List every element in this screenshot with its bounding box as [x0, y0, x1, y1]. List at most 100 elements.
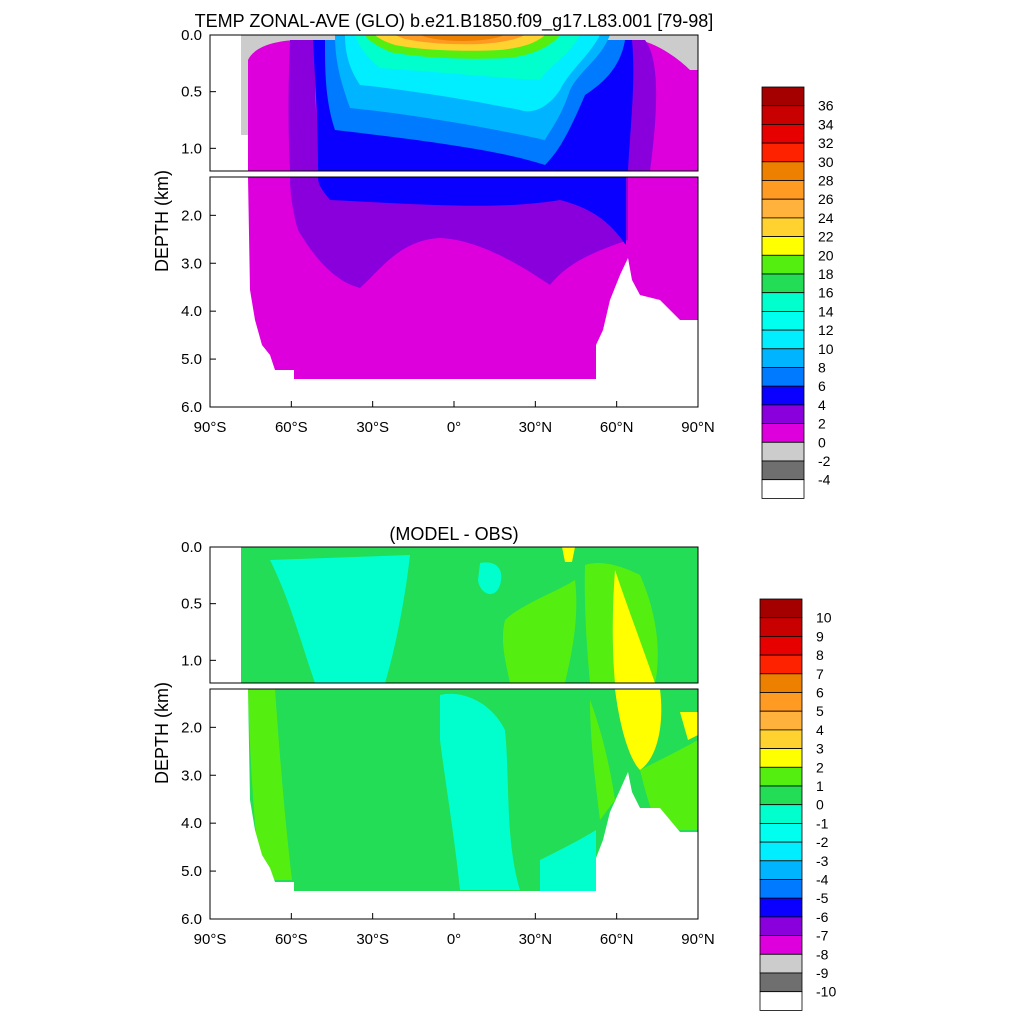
colorbar-label: 7 — [816, 666, 824, 682]
diff-seafloor-mask — [210, 689, 698, 919]
colorbar-swatch — [761, 441, 805, 462]
diff-field-warm-lower-b — [680, 712, 698, 740]
diff-field-neg-lower-b — [540, 830, 596, 891]
colorbar-swatch — [759, 598, 803, 619]
colorbar-label: -6 — [816, 909, 829, 925]
colorbar-swatch — [761, 404, 805, 424]
colorbar-swatch — [761, 124, 805, 144]
temp-chart-title: TEMP ZONAL-AVE (GLO) b.e21.B1850.f09_g17… — [195, 11, 714, 32]
colorbar-label: 26 — [818, 191, 834, 207]
y-tick-label: 2.0 — [181, 719, 202, 736]
colorbar-swatch — [761, 86, 805, 107]
colorbar-swatch — [759, 673, 803, 693]
x-tick-label: 30°S — [356, 419, 389, 436]
diff-upper-frame — [209, 546, 699, 684]
colorbar-swatch — [759, 972, 803, 993]
colorbar-swatch — [761, 198, 805, 219]
field-band-2 — [288, 40, 320, 171]
temp-lower-field — [210, 177, 698, 407]
temp-y-ticks-upper: 0.0 0.5 1.0 — [181, 27, 216, 157]
diff-ylabel: DEPTH (km) — [152, 682, 172, 784]
colorbar-label: 34 — [818, 116, 834, 132]
colorbar-label: 32 — [818, 135, 834, 151]
colorbar-swatch — [761, 348, 805, 368]
y-tick-label: 0.5 — [181, 84, 202, 101]
colorbar-swatch — [759, 953, 803, 974]
colorbar-swatch — [761, 254, 805, 275]
colorbar-label: 6 — [818, 378, 826, 394]
diff-field-surface-warm — [562, 547, 575, 562]
y-tick-label: 5.0 — [181, 351, 202, 368]
field-land-left — [210, 35, 241, 171]
colorbar-label: 18 — [818, 266, 834, 282]
colorbar-swatch — [759, 636, 803, 656]
colorbar-label: -7 — [816, 928, 829, 944]
colorbar-swatch — [759, 823, 803, 843]
diff-field-pos-a — [502, 580, 577, 683]
colorbar-swatch — [761, 479, 805, 499]
field-band-2-lower — [290, 177, 628, 288]
x-tick-label: 60°S — [275, 419, 308, 436]
y-tick-label: 3.0 — [181, 255, 202, 272]
x-tick-label: 60°N — [600, 419, 634, 436]
colorbar-label: 0 — [816, 797, 824, 813]
temp-x-ticks: 90°S 60°S 30°S 0° 30°N 60°N 90°N — [194, 401, 715, 436]
colorbar-swatch — [759, 748, 803, 768]
diff-field-pos-lower-a — [248, 689, 292, 880]
colorbar-label: 9 — [816, 628, 824, 644]
colorbar-label: -8 — [816, 946, 829, 962]
x-tick-label: 0° — [447, 419, 461, 436]
x-tick-label: 90°S — [194, 419, 227, 436]
colorbar-label: -4 — [816, 872, 829, 888]
diff-field-warm — [612, 570, 655, 683]
colorbar-swatch — [761, 423, 805, 443]
colorbar-label: 10 — [816, 610, 832, 626]
y-tick-label: 0.0 — [181, 539, 202, 556]
y-tick-label: 0.0 — [181, 27, 202, 44]
colorbar-swatch — [761, 236, 805, 256]
colorbar-label: -2 — [818, 453, 831, 469]
colorbar-label: 3 — [816, 741, 824, 757]
diff-panel: (MODEL - OBS) DEPTH (km) 0.0 0.5 1.0 — [152, 524, 836, 1011]
x-tick-label: 0° — [447, 931, 461, 948]
colorbar-swatch — [759, 897, 803, 918]
colorbar-swatch — [759, 879, 803, 899]
colorbar-label: 2 — [816, 759, 824, 775]
diff-field-pos-lower-c — [640, 740, 698, 830]
colorbar-swatch — [759, 935, 803, 955]
diff-field-neg-lower — [440, 693, 520, 890]
colorbar-swatch — [759, 860, 803, 880]
x-tick-label: 90°N — [681, 419, 715, 436]
temp-ylabel: DEPTH (km) — [152, 170, 172, 272]
y-tick-label: 4.0 — [181, 815, 202, 832]
colorbar-label: -10 — [816, 984, 836, 1000]
colorbar-swatch — [761, 180, 805, 200]
colorbar-label: -4 — [818, 472, 831, 488]
y-tick-label: 6.0 — [181, 911, 202, 928]
colorbar-label: 14 — [818, 303, 834, 319]
x-tick-label: 90°S — [194, 931, 227, 948]
colorbar-swatch — [761, 273, 805, 294]
colorbar-swatch — [759, 766, 803, 787]
colorbar-swatch — [759, 804, 803, 824]
diff-field-neg-b — [478, 562, 502, 595]
colorbar-label: 16 — [818, 285, 834, 301]
y-tick-label: 2.0 — [181, 207, 202, 224]
colorbar-swatch — [761, 310, 805, 331]
colorbar-swatch — [759, 841, 803, 862]
x-tick-label: 30°S — [356, 931, 389, 948]
colorbar-swatch — [761, 105, 805, 125]
x-tick-label: 30°N — [519, 419, 553, 436]
colorbar-label: 36 — [818, 98, 834, 114]
colorbar-label: 28 — [818, 173, 834, 189]
colorbar-swatch — [761, 385, 805, 406]
diff-field-neg — [270, 555, 410, 683]
x-tick-label: 60°S — [275, 931, 308, 948]
colorbar-label: 30 — [818, 154, 834, 170]
colorbar-label: 4 — [816, 722, 824, 738]
colorbar-swatch — [759, 729, 803, 750]
colorbar-swatch — [759, 617, 803, 637]
